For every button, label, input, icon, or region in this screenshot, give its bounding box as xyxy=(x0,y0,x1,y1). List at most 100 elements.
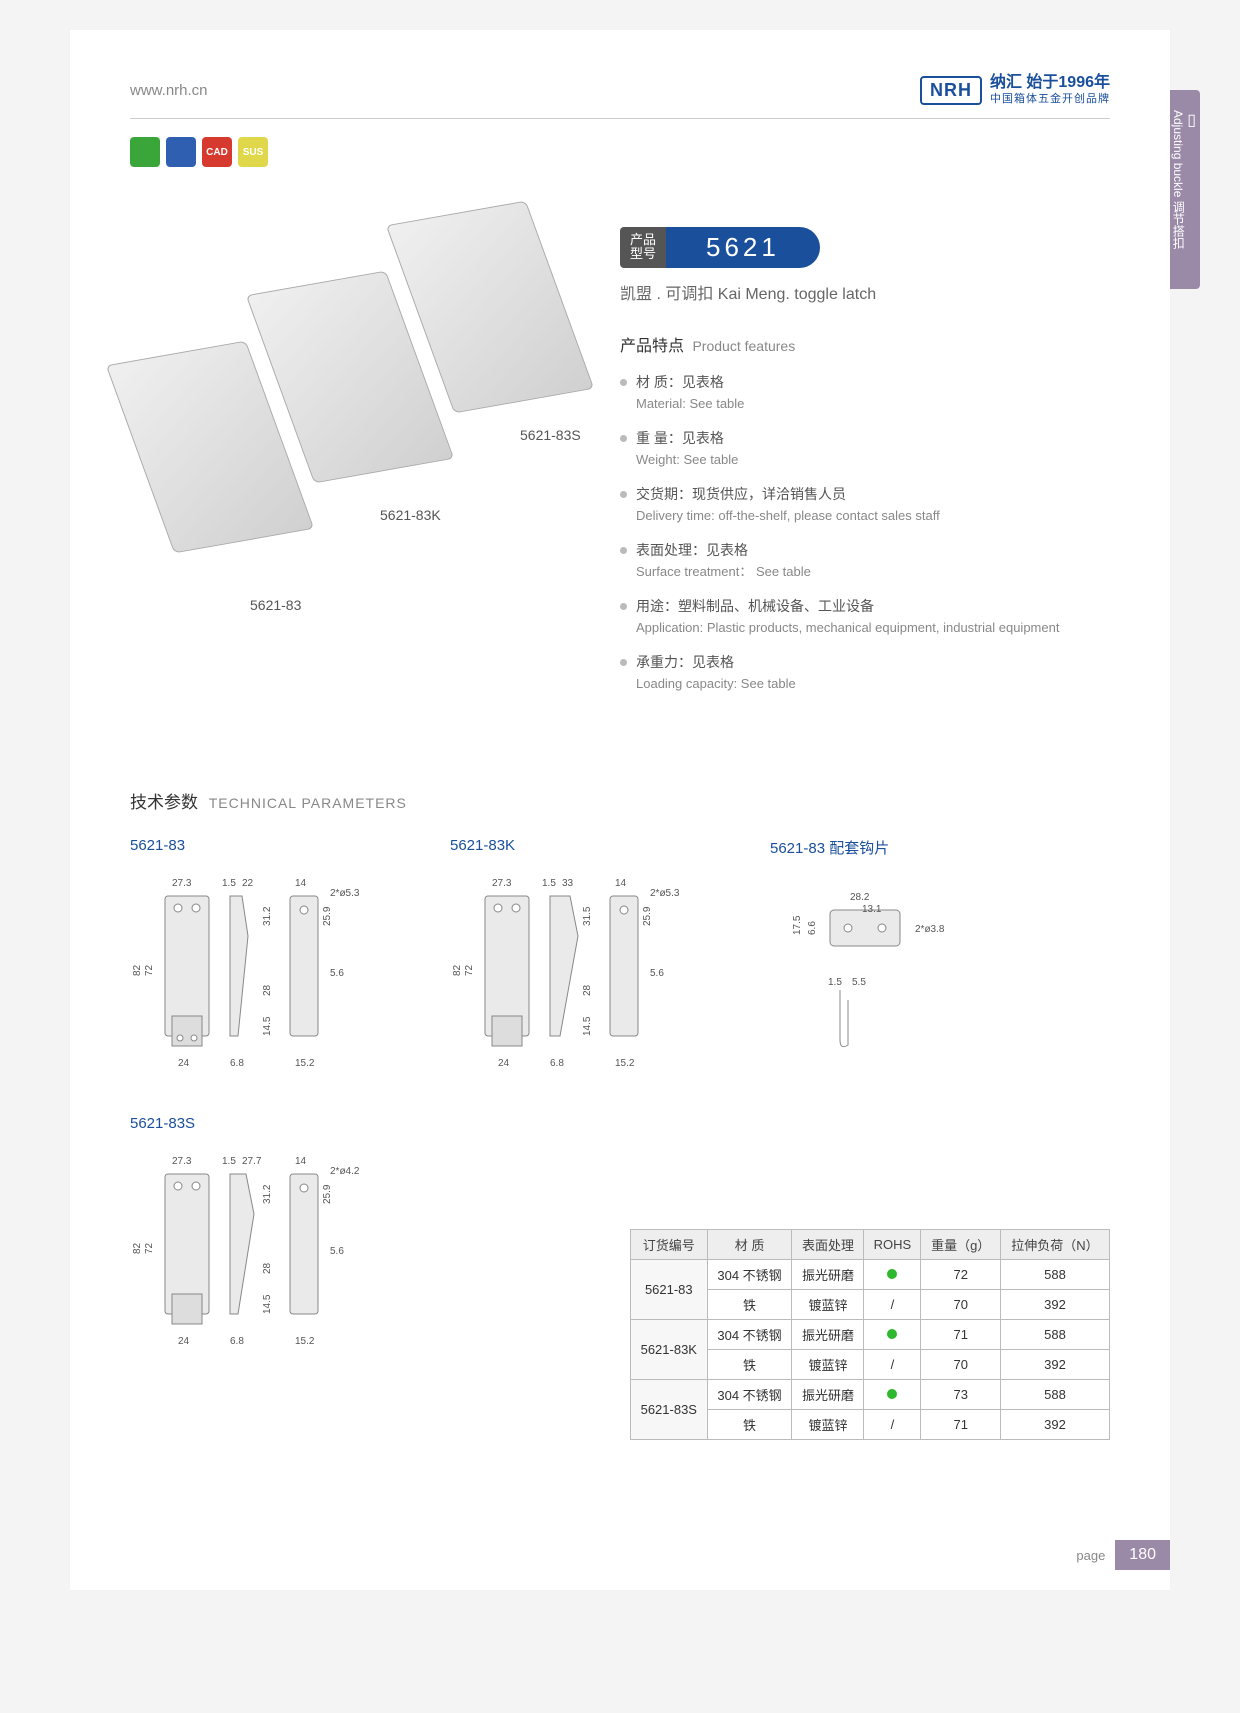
svg-text:2*ø5.3: 2*ø5.3 xyxy=(650,888,680,899)
svg-text:24: 24 xyxy=(178,1336,190,1347)
cell: / xyxy=(864,1410,921,1440)
side-tab-en: Adjusting buckle xyxy=(1171,110,1185,197)
svg-text:28: 28 xyxy=(262,1262,273,1274)
svg-text:72: 72 xyxy=(464,964,475,976)
svg-text:25.9: 25.9 xyxy=(322,1184,333,1204)
svg-text:2*ø3.8: 2*ø3.8 xyxy=(915,924,945,935)
svg-text:1.5: 1.5 xyxy=(542,878,556,889)
cell: 392 xyxy=(1000,1290,1109,1320)
svg-text:24: 24 xyxy=(498,1058,510,1069)
th-material: 材 质 xyxy=(707,1230,792,1260)
cell: 392 xyxy=(1000,1350,1109,1380)
svg-text:5.6: 5.6 xyxy=(330,1246,344,1257)
drawing-5621-83s: 5621-83S 27.3 1.5 27.7 14 xyxy=(130,1115,410,1359)
badge-1 xyxy=(130,137,160,167)
svg-text:15.2: 15.2 xyxy=(295,1058,315,1069)
svg-text:14: 14 xyxy=(295,1156,307,1167)
cell: 73 xyxy=(921,1380,1001,1410)
feature-item: 用途：塑料制品、机械设备、工业设备Application: Plastic pr… xyxy=(620,596,1110,638)
brand-cn: 纳汇 始于1996年 xyxy=(990,74,1110,91)
svg-text:82: 82 xyxy=(452,964,463,976)
brand-sub: 中国箱体五金开创品牌 xyxy=(990,93,1110,107)
cell: 304 不锈钢 xyxy=(707,1380,792,1410)
product-subtitle: 凯盟 . 可调扣 Kai Meng. toggle latch xyxy=(620,280,1110,304)
svg-text:28: 28 xyxy=(582,984,593,996)
table-row: 5621-83K304 不锈钢振光研磨71588 xyxy=(631,1320,1110,1350)
rohs-dot-icon xyxy=(887,1329,897,1339)
tech-drawing-svg: 27.3 1.5 22 14 2*ø5.3 82 72 31.2 25.9 28… xyxy=(130,866,410,1076)
model-row: 产品 型号 5621 xyxy=(620,227,1110,268)
drawing-label: 5621-83 xyxy=(130,837,410,854)
svg-text:33: 33 xyxy=(562,878,574,889)
svg-text:5.5: 5.5 xyxy=(852,977,866,988)
spec-table: 订货编号 材 质 表面处理 ROHS 重量（g） 拉伸负荷（N） 5621-83… xyxy=(630,1229,1110,1440)
th-surface: 表面处理 xyxy=(792,1230,864,1260)
tech-drawing-svg: 27.3 1.5 33 14 2*ø5.3 82 72 31.5 25.9 28… xyxy=(450,866,730,1076)
cell-code: 5621-83S xyxy=(631,1380,708,1440)
feature-item: 承重力：见表格Loading capacity: See table xyxy=(620,652,1110,694)
drawing-label: 5621-83 配套钩片 xyxy=(770,837,990,858)
header-url: www.nrh.cn xyxy=(130,82,208,99)
svg-text:2*ø5.3: 2*ø5.3 xyxy=(330,888,360,899)
latch-icon: ▯ xyxy=(1187,110,1196,130)
cell: 70 xyxy=(921,1290,1001,1320)
svg-text:15.2: 15.2 xyxy=(615,1058,635,1069)
drawing-label: 5621-83S xyxy=(130,1115,410,1132)
svg-text:31.5: 31.5 xyxy=(582,906,593,926)
svg-text:22: 22 xyxy=(242,878,254,889)
rohs-dot-icon xyxy=(887,1269,897,1279)
cell xyxy=(864,1380,921,1410)
cell xyxy=(864,1320,921,1350)
cell: 铁 xyxy=(707,1290,792,1320)
cell: 镀蓝锌 xyxy=(792,1290,864,1320)
th-load: 拉伸负荷（N） xyxy=(1000,1230,1109,1260)
cell: 588 xyxy=(1000,1320,1109,1350)
cell: 70 xyxy=(921,1350,1001,1380)
cell-code: 5621-83 xyxy=(631,1260,708,1320)
svg-text:6.8: 6.8 xyxy=(230,1058,244,1069)
brand-logo: NRH 纳汇 始于1996年 中国箱体五金开创品牌 xyxy=(920,73,1110,107)
svg-text:6.8: 6.8 xyxy=(230,1336,244,1347)
drawing-5621-83k: 5621-83K 27.3 1.5 33 14 xyxy=(450,837,730,1085)
photo-label-b: 5621-83K xyxy=(380,507,441,523)
page-number-area: page 180 xyxy=(1076,1540,1170,1570)
model-number: 5621 xyxy=(666,227,820,268)
drawings-row-1: 5621-83 27.3 1.5 22 xyxy=(130,837,1110,1085)
cell: / xyxy=(864,1350,921,1380)
side-tab: ▯ Adjusting buckle 调节搭扣 xyxy=(1170,90,1200,289)
badge-row: CAD SUS xyxy=(130,137,1110,167)
svg-text:14.5: 14.5 xyxy=(262,1294,273,1314)
table-row: 5621-83S304 不锈钢振光研磨73588 xyxy=(631,1380,1110,1410)
photo-label-c: 5621-83S xyxy=(520,427,581,443)
top-content: 5621-83 5621-83K 5621-83S 产品 型号 5621 凯盟 … xyxy=(130,187,1110,708)
svg-text:72: 72 xyxy=(144,964,155,976)
brand-box: NRH xyxy=(920,76,982,105)
svg-text:17.5: 17.5 xyxy=(792,915,803,935)
features-list: 材 质：见表格Material: See table 重 量：见表格Weight… xyxy=(620,372,1110,694)
svg-text:5.6: 5.6 xyxy=(650,968,664,979)
rohs-dot-icon xyxy=(887,1389,897,1399)
svg-text:24: 24 xyxy=(178,1058,190,1069)
brand-text: 纳汇 始于1996年 中国箱体五金开创品牌 xyxy=(990,73,1110,107)
svg-text:82: 82 xyxy=(132,964,143,976)
svg-text:1.5: 1.5 xyxy=(222,878,236,889)
cell: 铁 xyxy=(707,1350,792,1380)
cell: 振光研磨 xyxy=(792,1320,864,1350)
cell: 72 xyxy=(921,1260,1001,1290)
feature-item: 表面处理：见表格Surface treatment： See table xyxy=(620,540,1110,582)
cell: 振光研磨 xyxy=(792,1380,864,1410)
header-divider xyxy=(130,118,1110,119)
product-photo-area: 5621-83 5621-83K 5621-83S xyxy=(130,187,590,607)
info-column: 产品 型号 5621 凯盟 . 可调扣 Kai Meng. toggle lat… xyxy=(620,187,1110,708)
svg-text:31.2: 31.2 xyxy=(262,1184,273,1204)
cell: 304 不锈钢 xyxy=(707,1260,792,1290)
cell: 588 xyxy=(1000,1260,1109,1290)
svg-text:31.2: 31.2 xyxy=(262,906,273,926)
svg-text:28.2: 28.2 xyxy=(850,892,870,903)
tech-drawing-svg: 28.2 13.1 17.5 6.6 2*ø3.8 1.5 5.5 xyxy=(770,870,990,1080)
feature-item: 材 质：见表格Material: See table xyxy=(620,372,1110,414)
page-header: www.nrh.cn NRH 纳汇 始于1996年 中国箱体五金开创品牌 xyxy=(130,70,1110,110)
svg-text:72: 72 xyxy=(144,1242,155,1254)
tech-title: 技术参数 TECHNICAL PARAMETERS xyxy=(130,788,1110,813)
drawing-5621-83: 5621-83 27.3 1.5 22 xyxy=(130,837,410,1085)
